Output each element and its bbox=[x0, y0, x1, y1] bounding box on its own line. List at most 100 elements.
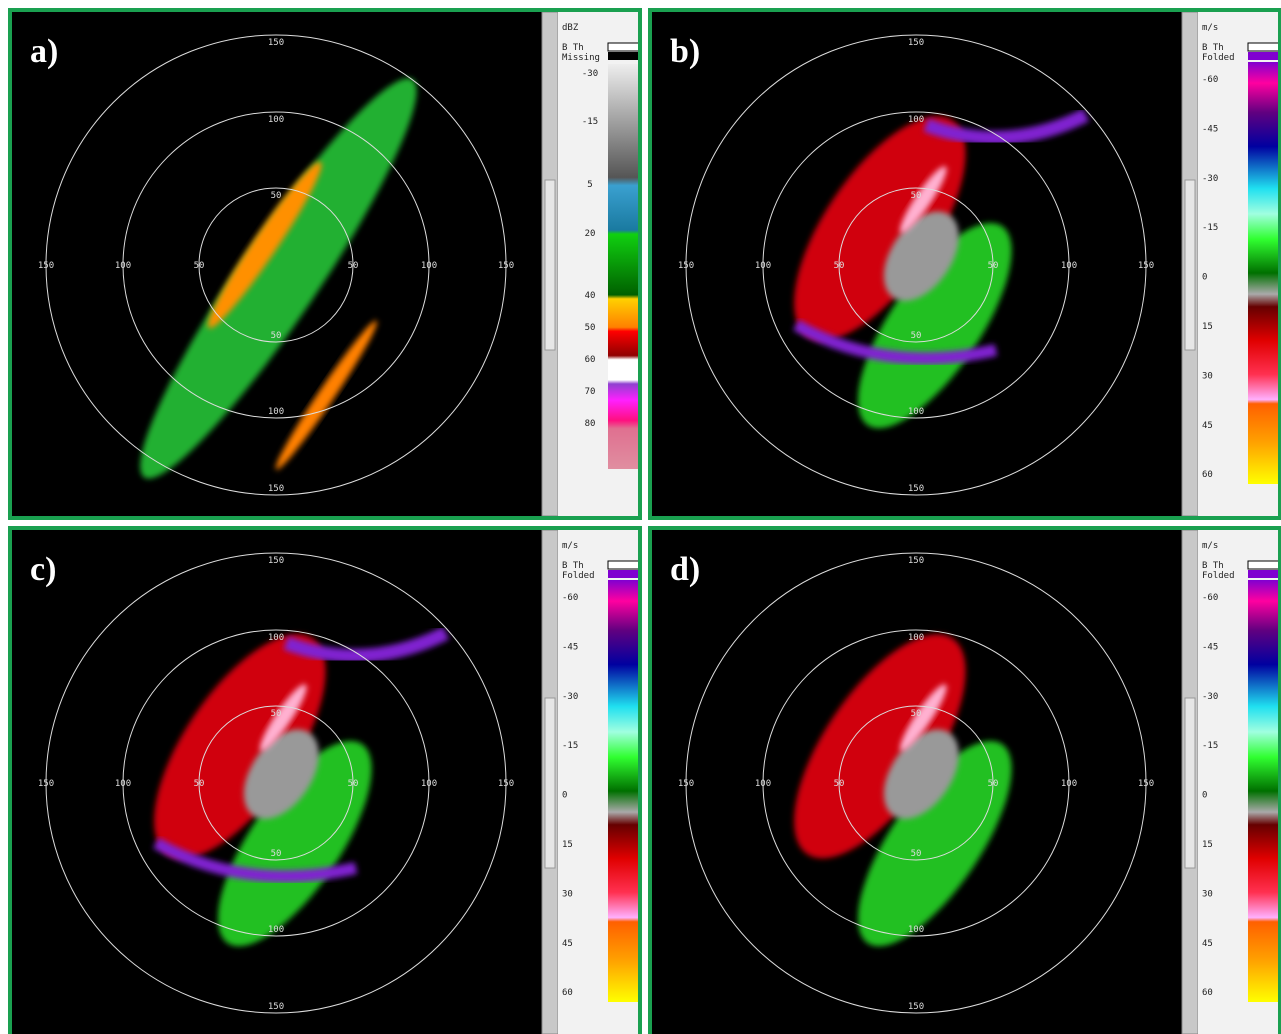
colorbar-tick: -30 bbox=[562, 692, 578, 702]
range-label: 150 bbox=[908, 1002, 924, 1012]
colorbar-tick: 20 bbox=[585, 229, 596, 239]
range-label: 100 bbox=[908, 633, 924, 643]
range-label: 50 bbox=[271, 709, 282, 719]
color-strip bbox=[608, 64, 640, 469]
range-label: 150 bbox=[268, 1002, 284, 1012]
colorbar-tick: 30 bbox=[1202, 371, 1213, 381]
colorbar-tick: -60 bbox=[1202, 75, 1218, 85]
radar-panel: 15010050150100505010015050100150c)m/sB T… bbox=[10, 519, 640, 1034]
colorbar-unit: dBZ bbox=[562, 23, 579, 33]
scroll-thumb bbox=[545, 180, 555, 350]
range-label: 150 bbox=[498, 779, 514, 789]
colorbar-unit: m/s bbox=[1202, 23, 1218, 33]
range-label: 150 bbox=[268, 556, 284, 566]
flag-swatch bbox=[1248, 43, 1280, 51]
range-label: 150 bbox=[268, 38, 284, 48]
range-label: 100 bbox=[268, 407, 284, 417]
colorbar-tick: 70 bbox=[585, 387, 596, 397]
color-strip bbox=[608, 580, 640, 1002]
range-label: 50 bbox=[348, 261, 359, 271]
range-label: 50 bbox=[988, 779, 999, 789]
colorbar-tick: 40 bbox=[585, 291, 596, 301]
scroll-thumb bbox=[1185, 698, 1195, 868]
colorbar-tick: 0 bbox=[1202, 791, 1207, 801]
range-label: 50 bbox=[271, 191, 282, 201]
radar-panel: 15010050150100505010015050100150b)m/sB T… bbox=[650, 1, 1280, 558]
colorbar-flag: B Th bbox=[562, 43, 584, 53]
colorbar-flag: B Th bbox=[1202, 561, 1224, 571]
range-label: 50 bbox=[834, 261, 845, 271]
flag-swatch bbox=[608, 43, 640, 51]
colorbar-tick: -45 bbox=[562, 642, 578, 652]
colorbar-tick: 60 bbox=[562, 988, 573, 998]
colorbar-tick: 30 bbox=[1202, 889, 1213, 899]
colorbar-tick: 80 bbox=[585, 419, 596, 429]
flag-swatch bbox=[608, 561, 640, 569]
range-label: 50 bbox=[194, 779, 205, 789]
range-label: 100 bbox=[908, 925, 924, 935]
colorbar-tick: 0 bbox=[562, 791, 567, 801]
range-label: 150 bbox=[908, 556, 924, 566]
range-label: 100 bbox=[908, 115, 924, 125]
colorbar-tick: 45 bbox=[1202, 939, 1213, 949]
colorbar-tick: 45 bbox=[1202, 421, 1213, 431]
colorbar-flag: Missing bbox=[562, 53, 600, 63]
colorbar-tick: 0 bbox=[1202, 273, 1207, 283]
range-label: 150 bbox=[38, 779, 54, 789]
colorbar-unit: m/s bbox=[562, 541, 578, 551]
range-label: 100 bbox=[908, 407, 924, 417]
colorbar-tick: -15 bbox=[1202, 741, 1218, 751]
range-label: 100 bbox=[268, 115, 284, 125]
range-label: 150 bbox=[38, 261, 54, 271]
panel-label: d) bbox=[670, 551, 700, 588]
colorbar-tick: -30 bbox=[1202, 174, 1218, 184]
flag-swatch bbox=[1248, 561, 1280, 569]
colorbar-tick: -30 bbox=[1202, 692, 1218, 702]
radar-panel: 150 100 50 150 100 50 50 100 150 50 100 150 a) dBZ B T… bbox=[10, 10, 640, 539]
range-label: 50 bbox=[194, 261, 205, 271]
figure: 15010050150100505010015050100150a)dBZB T… bbox=[0, 0, 1281, 1034]
colorbar-tick: -15 bbox=[582, 117, 598, 127]
range-label: 50 bbox=[911, 191, 922, 201]
range-label: 100 bbox=[755, 779, 771, 789]
colorbar-tick: 45 bbox=[562, 939, 573, 949]
colorbar-tick: 60 bbox=[1202, 470, 1213, 480]
range-label: 100 bbox=[421, 779, 437, 789]
range-label: 100 bbox=[115, 779, 131, 789]
scroll-thumb bbox=[545, 698, 555, 868]
flag-swatch bbox=[1248, 570, 1280, 578]
flag-swatch bbox=[608, 570, 640, 578]
colorbar-tick: -30 bbox=[582, 69, 598, 79]
colorbar-tick: -15 bbox=[562, 741, 578, 751]
colorbar-tick: 30 bbox=[562, 889, 573, 899]
colorbar-tick: -15 bbox=[1202, 223, 1218, 233]
colorbar-tick: 5 bbox=[587, 180, 592, 190]
range-label: 150 bbox=[908, 38, 924, 48]
range-label: 150 bbox=[498, 261, 514, 271]
range-label: 100 bbox=[115, 261, 131, 271]
range-label: 50 bbox=[271, 331, 282, 341]
color-strip bbox=[1248, 62, 1280, 484]
colorbar-tick: 60 bbox=[1202, 988, 1213, 998]
range-label: 150 bbox=[268, 484, 284, 494]
colorbar-tick: -60 bbox=[562, 593, 578, 603]
colorbar-tick: 50 bbox=[585, 323, 596, 333]
range-label: 100 bbox=[1061, 779, 1077, 789]
range-label: 50 bbox=[911, 849, 922, 859]
range-label: 50 bbox=[988, 261, 999, 271]
color-strip bbox=[1248, 580, 1280, 1002]
range-label: 100 bbox=[421, 261, 437, 271]
range-label: 100 bbox=[1061, 261, 1077, 271]
flag-swatch bbox=[608, 52, 640, 60]
range-label: 150 bbox=[1138, 779, 1154, 789]
colorbar-tick: 15 bbox=[1202, 322, 1213, 332]
colorbar-tick: -45 bbox=[1202, 642, 1218, 652]
range-label: 50 bbox=[271, 849, 282, 859]
range-label: 100 bbox=[268, 633, 284, 643]
range-label: 150 bbox=[1138, 261, 1154, 271]
colorbar-flag: B Th bbox=[562, 561, 584, 571]
panel-label: a) bbox=[30, 33, 58, 70]
colorbar-tick: 15 bbox=[1202, 840, 1213, 850]
colorbar-flag: B Th bbox=[1202, 43, 1224, 53]
